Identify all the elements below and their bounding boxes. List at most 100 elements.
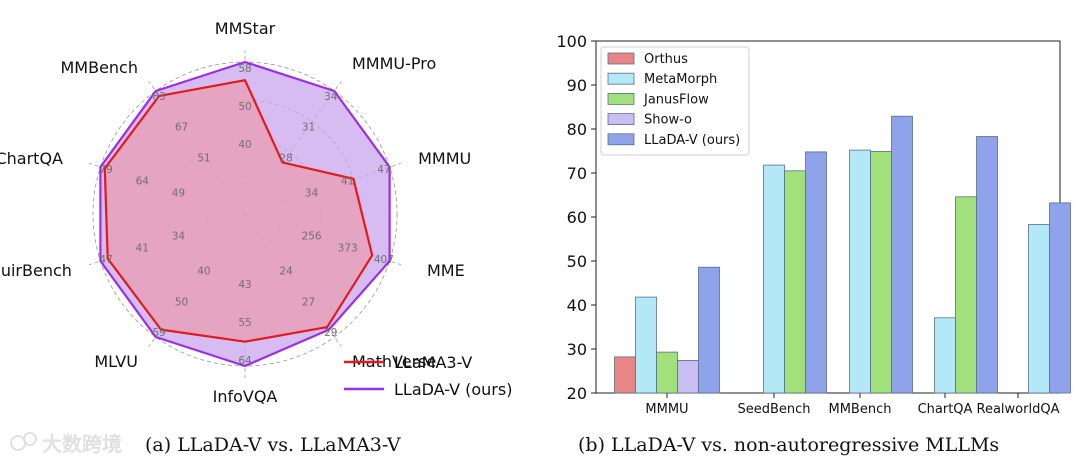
radar-tick-label: 40 <box>238 139 251 151</box>
legend-label: LLaDA-V (ours) <box>644 133 740 148</box>
radar-tick-label: 40 <box>197 266 210 278</box>
radar-series-fill <box>104 80 373 342</box>
radar-tick-label: 27 <box>302 296 315 308</box>
y-tick-label: 50 <box>567 252 587 271</box>
bar-legend: Orthus MetaMorph JanusFlow Show-o LLaDA-V (o… <box>600 46 750 156</box>
radar-tick-label: 31 <box>302 122 315 134</box>
bar <box>784 170 806 394</box>
radar-tick-label: 28 <box>279 152 292 164</box>
radar-tick-label: 83 <box>153 91 166 103</box>
radar-series-line <box>99 60 391 368</box>
bar-chart: 20 30 40 50 60 70 80 90 100 MMMU SeedBench MMBench C… <box>556 32 1071 417</box>
y-tick-label: 100 <box>556 32 587 51</box>
legend-swatch <box>607 72 635 85</box>
radar-axis-label: MMBench <box>60 58 138 77</box>
legend-label: MetaMorph <box>644 72 717 87</box>
radar-tick-label: 373 <box>338 242 358 254</box>
y-tick-label: 90 <box>567 76 587 95</box>
radar-tick-label: 51 <box>197 152 210 164</box>
bar <box>849 149 871 394</box>
bar <box>1028 224 1050 394</box>
bar <box>891 115 913 394</box>
bar <box>635 296 657 394</box>
radar-legend: LLaMA3-V LLaDA-V (ours) <box>344 353 512 399</box>
radar-tick-label: 256 <box>302 231 322 243</box>
bar <box>763 164 785 394</box>
radar-tick-label: 34 <box>305 187 319 199</box>
bar <box>976 136 998 394</box>
radar-tick-label: 58 <box>238 63 251 75</box>
radar-tick-label: 59 <box>153 327 166 339</box>
legend-box <box>600 46 750 156</box>
legend-label: LLaDA-V (ours) <box>394 380 512 399</box>
radar-tick-label: 34 <box>172 231 186 243</box>
radar-axis-label: MuirBench <box>0 261 72 280</box>
y-tick-label: 20 <box>567 384 587 403</box>
bar <box>677 359 699 394</box>
radar-axis-label: MMMU-Pro <box>352 54 436 73</box>
y-tick-label: 40 <box>567 296 587 315</box>
radar-axis-label: MMStar <box>215 19 276 38</box>
legend-swatch <box>607 133 635 146</box>
legend-label: JanusFlow <box>643 92 709 107</box>
y-tick-label: 70 <box>567 164 587 183</box>
legend-swatch <box>607 113 635 125</box>
watermark-text: 大数跨境 <box>42 432 122 456</box>
bar <box>870 150 892 394</box>
x-tick-label: RealworldQA <box>977 402 1060 417</box>
radar-tick-label: 407 <box>374 254 394 266</box>
radar-tick-label: 49 <box>172 187 185 199</box>
watermark-icon <box>23 432 37 446</box>
legend-swatch <box>607 93 635 105</box>
caption-right: (b) LLaDA-V vs. non-autoregressive MLLMs <box>578 434 999 456</box>
radar-tick-label: 79 <box>99 164 112 176</box>
bar-axes: 20 30 40 50 60 70 80 90 100 MMMU SeedBench MMBench C… <box>556 32 1061 417</box>
radar-axis-label: MLVU <box>94 352 138 371</box>
radar-tick-label: 67 <box>175 122 188 134</box>
radar-labels: 40 50 58 28 31 34 34 41 47 256 373 407 24 27 29 43 55 64 4… <box>0 19 471 406</box>
bar <box>698 266 720 394</box>
legend-label: Show-o <box>644 113 692 128</box>
radar-tick-label: 64 <box>238 355 252 367</box>
radar-tick-label: 50 <box>175 296 188 308</box>
radar-tick-label: 41 <box>341 176 354 188</box>
x-tick-label: MMMU <box>645 402 688 417</box>
legend-label: LLaMA3-V <box>394 353 472 372</box>
bar-marks <box>614 115 1071 394</box>
radar-tick-label: 29 <box>324 327 337 339</box>
radar-axis-label: MMMU <box>418 149 471 168</box>
bar <box>1049 202 1071 394</box>
radar-tick-label: 34 <box>324 91 338 103</box>
radar-axis-label: MathVerse <box>352 352 436 371</box>
bar <box>955 196 977 394</box>
x-tick-label: MMBench <box>829 402 892 417</box>
radar-tick-label: 24 <box>279 266 293 278</box>
radar-tick-label: 50 <box>238 101 251 113</box>
radar-series-line <box>103 79 374 343</box>
caption-left: (a) LLaDA-V vs. LLaMA3-V <box>145 434 401 456</box>
radar-tick-label: 47 <box>99 254 112 266</box>
radar-tick-label: 47 <box>377 164 390 176</box>
watermark-logo: 大数跨境 <box>10 432 122 456</box>
x-tick-label: SeedBench <box>737 402 810 417</box>
radar-chart: 40 50 58 28 31 34 34 41 47 256 373 407 24 27 29 43 55 64 4… <box>0 19 512 406</box>
y-tick-label: 60 <box>567 208 587 227</box>
radar-axis-label: InfoVQA <box>213 387 278 406</box>
x-tick-label: ChartQA <box>918 402 973 417</box>
radar-series-layer <box>99 60 391 368</box>
radar-axis-label: ChartQA <box>0 149 63 168</box>
bar <box>805 151 827 394</box>
radar-axis-label: MME <box>427 261 465 280</box>
y-tick-label: 30 <box>567 340 587 359</box>
radar-tick-label: 41 <box>136 242 149 254</box>
radar-tick-label: 43 <box>238 279 251 291</box>
radar-tick-label: 55 <box>238 317 251 329</box>
y-tick-label: 80 <box>567 120 587 139</box>
bar <box>614 356 636 394</box>
radar-tick-label: 64 <box>136 176 150 188</box>
bar <box>656 351 678 394</box>
watermark-icon <box>10 435 26 451</box>
legend-label: Orthus <box>644 52 688 67</box>
legend-swatch <box>607 52 635 65</box>
